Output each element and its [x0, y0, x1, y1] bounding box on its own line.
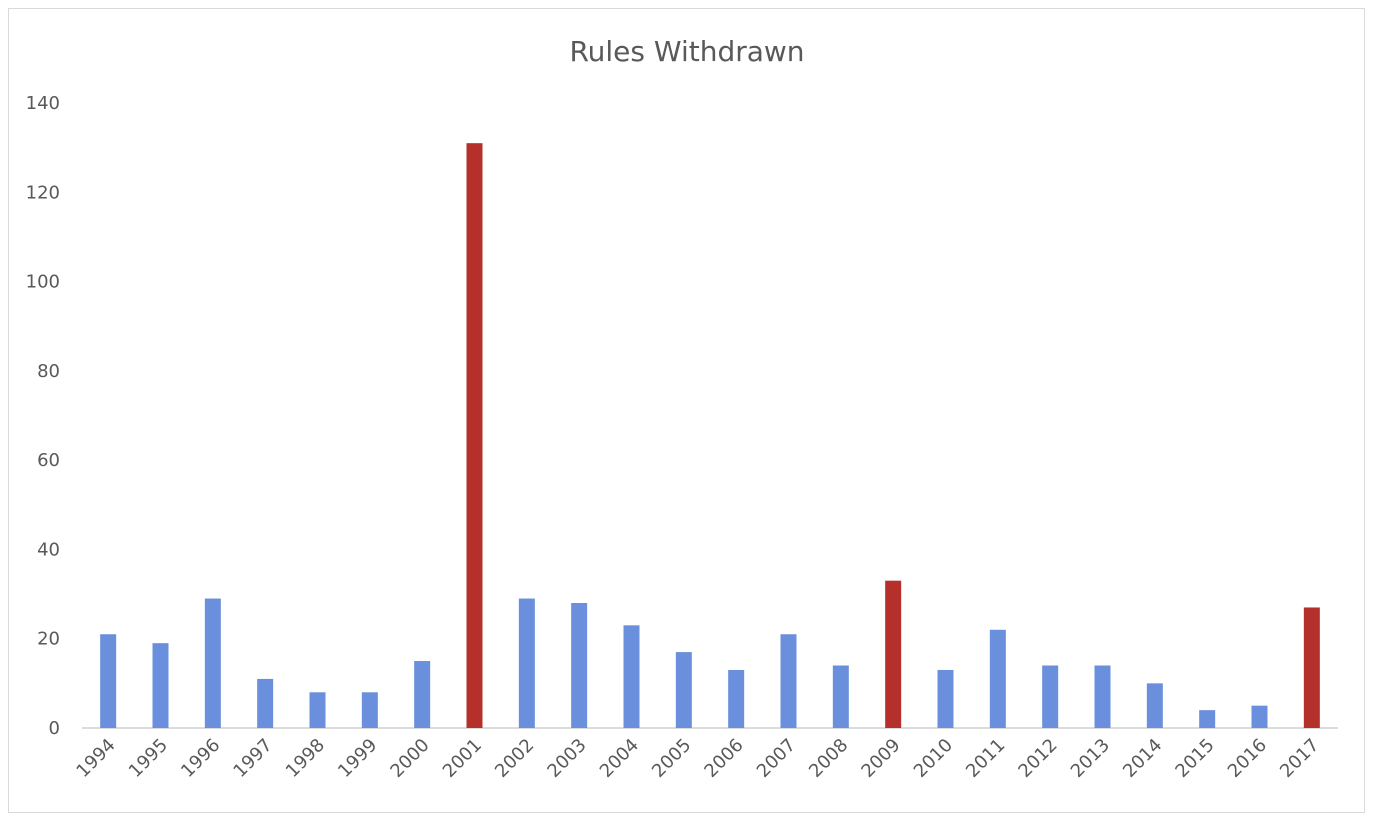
bars-group	[100, 143, 1320, 728]
x-axis-labels: 1994 1995 1996 1997 1998 1999 2000 2001 2002 2003…	[72, 735, 1323, 782]
x-tick-label: 1994	[72, 735, 119, 782]
bar-2002	[518, 598, 535, 728]
y-tick-label: 60	[37, 450, 60, 471]
x-tick-label: 2003	[543, 735, 590, 782]
bar-2005	[675, 652, 692, 728]
bar-1997	[257, 678, 274, 728]
x-tick-label: 2009	[857, 735, 904, 782]
bar-2013	[1094, 665, 1111, 728]
x-tick-label: 2012	[1014, 735, 1061, 782]
x-tick-label: 1995	[125, 735, 172, 782]
bar-2014	[1146, 683, 1163, 728]
y-tick-label: 140	[26, 93, 60, 114]
x-tick-label: 2005	[648, 735, 695, 782]
y-tick-label: 100	[26, 272, 60, 293]
x-tick-label: 2014	[1119, 735, 1166, 782]
bar-1995	[152, 643, 169, 728]
y-tick-label: 20	[37, 629, 60, 650]
y-tick-label: 40	[37, 539, 60, 560]
bar-2001	[466, 143, 483, 728]
bar-2012	[1042, 665, 1059, 728]
bar-1994	[100, 634, 117, 728]
x-tick-label: 2015	[1171, 735, 1218, 782]
bar-2017	[1303, 607, 1320, 728]
bar-1998	[309, 692, 326, 728]
bar-2004	[623, 625, 640, 728]
x-tick-label: 2007	[753, 735, 800, 782]
x-tick-label: 2006	[700, 735, 747, 782]
x-tick-label: 2002	[491, 735, 538, 782]
x-tick-label: 1996	[177, 735, 224, 782]
bar-2009	[885, 580, 902, 728]
x-tick-label: 2017	[1276, 735, 1323, 782]
y-tick-label: 120	[26, 182, 60, 203]
bar-2006	[728, 669, 745, 728]
bar-1996	[204, 598, 221, 728]
x-tick-label: 2016	[1224, 735, 1271, 782]
bar-2010	[937, 669, 954, 728]
bar-2011	[989, 629, 1006, 728]
x-tick-label: 1998	[282, 735, 329, 782]
bar-2000	[414, 661, 431, 728]
x-tick-label: 2010	[910, 735, 957, 782]
x-tick-label: 1997	[229, 735, 276, 782]
chart-title: Rules Withdrawn	[569, 35, 804, 68]
bar-1999	[361, 692, 378, 728]
x-tick-label: 2004	[596, 735, 643, 782]
x-tick-label: 2011	[962, 735, 1009, 782]
x-tick-label: 2001	[439, 735, 486, 782]
x-tick-label: 2000	[386, 735, 433, 782]
y-axis-ticks: 0 20 40 60 80 100 120 140	[26, 93, 60, 739]
bar-2008	[832, 665, 849, 728]
y-tick-label: 0	[49, 718, 60, 739]
bar-2015	[1199, 710, 1216, 728]
bar-2003	[571, 603, 588, 728]
x-tick-label: 1999	[334, 735, 381, 782]
x-tick-label: 2013	[1067, 735, 1114, 782]
bar-2007	[780, 634, 797, 728]
bar-2016	[1251, 705, 1268, 728]
x-tick-label: 2008	[805, 735, 852, 782]
y-tick-label: 80	[37, 361, 60, 382]
